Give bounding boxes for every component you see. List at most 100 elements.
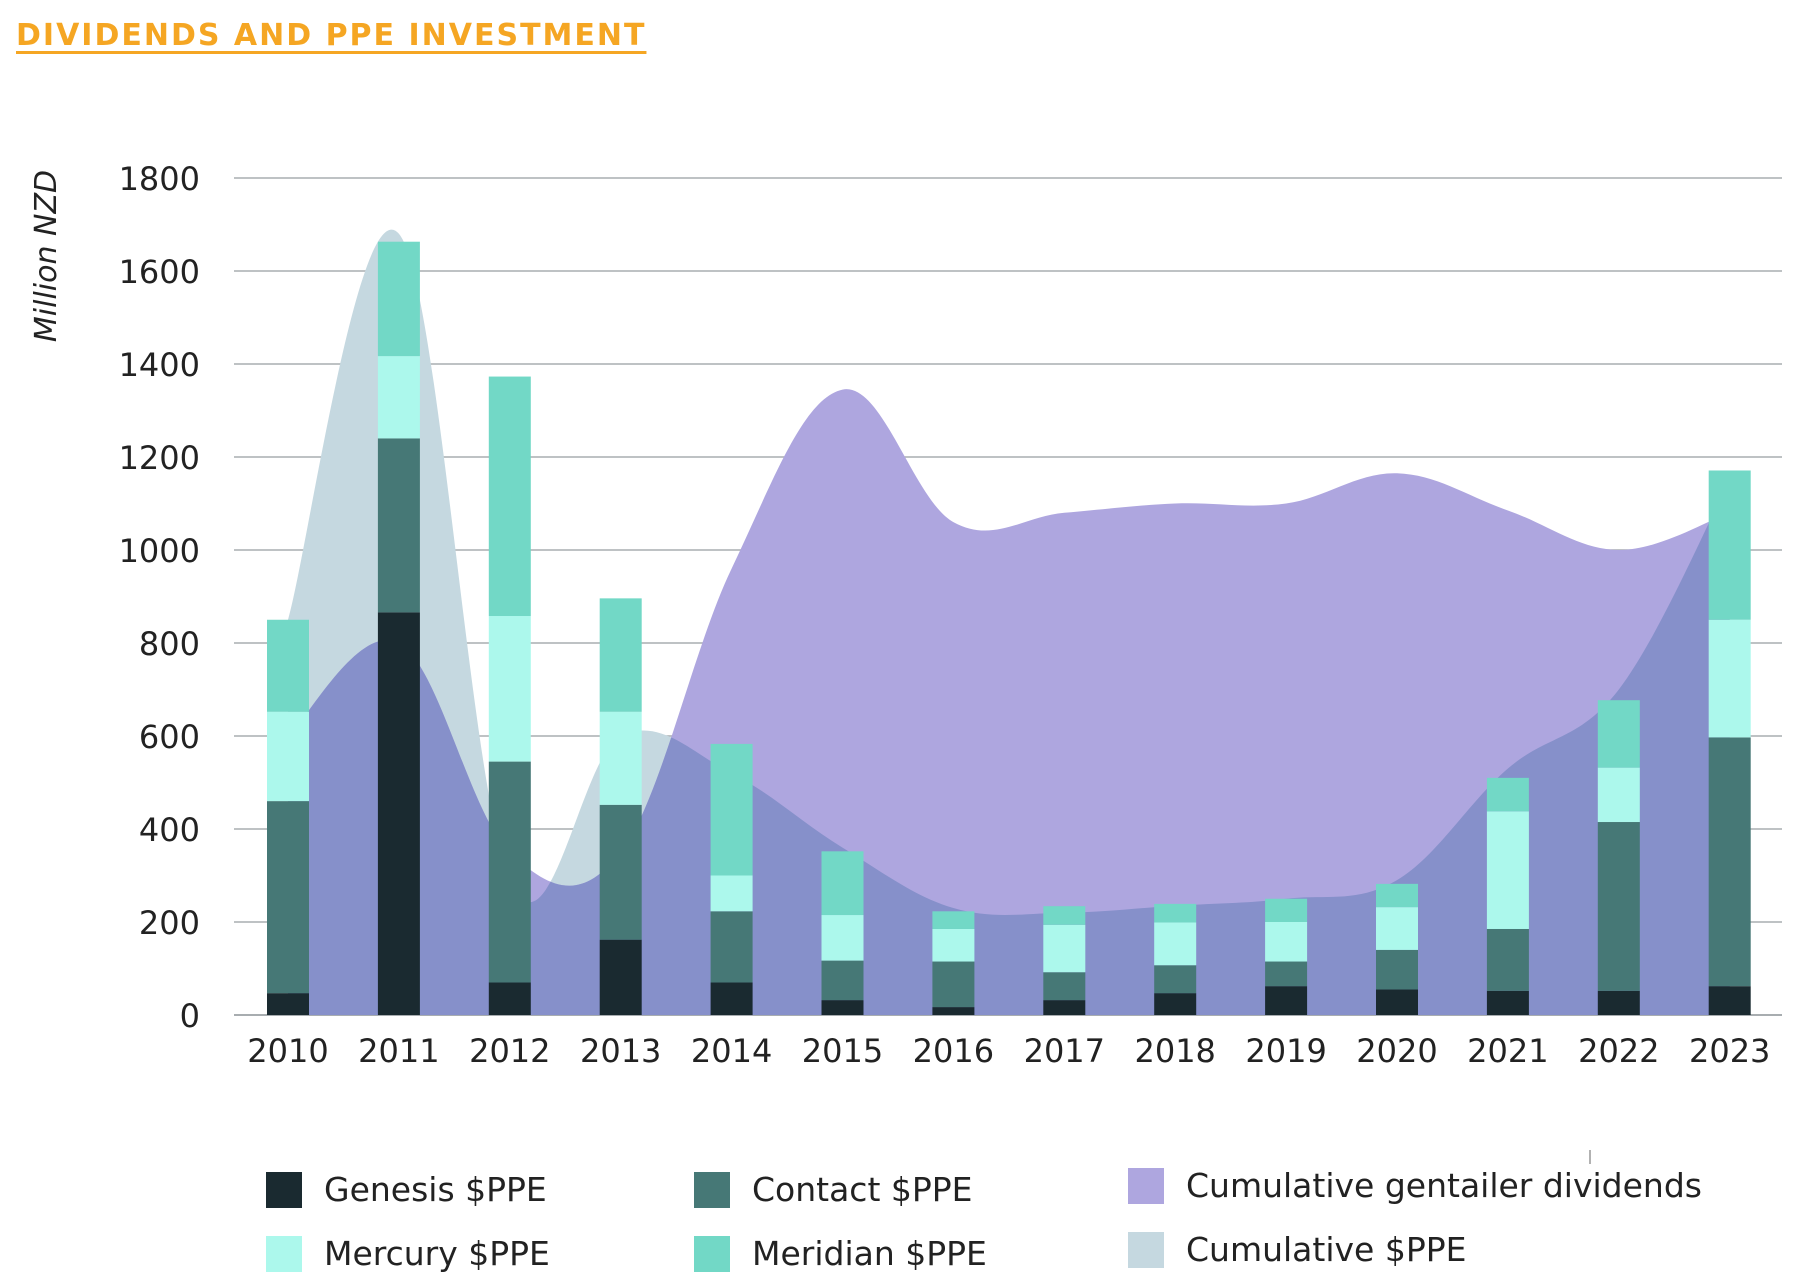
x-tick-label-2017: 2017 — [1024, 1032, 1105, 1070]
bar-contact-2016 — [932, 961, 975, 1008]
x-tick-label-2020: 2020 — [1356, 1032, 1437, 1070]
bar-genesis-2011 — [377, 612, 420, 1015]
bar-mercury-2010 — [267, 711, 309, 802]
bar-contact-2015 — [821, 960, 864, 1001]
legend-item-cumulative-ppe[interactable]: Cumulative $PPE — [1128, 1230, 1466, 1269]
bar-contact-2010 — [267, 801, 309, 994]
x-tick-label-2010: 2010 — [247, 1032, 328, 1070]
bar-contact-2021 — [1486, 928, 1529, 991]
bar-mercury-2014 — [710, 875, 753, 912]
bar-mercury-2021 — [1486, 811, 1529, 929]
legend-item-dividends[interactable]: Cumulative gentailer dividends — [1128, 1166, 1702, 1205]
legend-swatch-genesis — [266, 1171, 302, 1208]
bar-genesis-2015 — [821, 1000, 864, 1015]
legend-swatch-meridian — [694, 1235, 730, 1272]
x-tick-label-2023: 2023 — [1689, 1032, 1770, 1070]
bar-mercury-2016 — [932, 928, 975, 962]
bar-meridian-2022 — [1597, 700, 1640, 768]
bar-meridian-2018 — [1154, 903, 1197, 923]
bar-genesis-2022 — [1597, 990, 1640, 1015]
x-tick-label-2018: 2018 — [1134, 1032, 1215, 1070]
bar-mercury-2019 — [1265, 922, 1308, 962]
bar-genesis-2023 — [1708, 986, 1751, 1015]
bar-contact-2022 — [1597, 822, 1640, 991]
chart-title: DIVIDENDS AND PPE INVESTMENT — [16, 18, 647, 53]
bar-mercury-2012 — [488, 616, 531, 762]
x-tick-label-2014: 2014 — [691, 1032, 772, 1070]
legend-label-meridian: Meridian $PPE — [752, 1234, 987, 1273]
bar-contact-2012 — [488, 761, 531, 983]
legend-swatch-cumulative-ppe — [1128, 1231, 1164, 1268]
x-tick-label-2016: 2016 — [913, 1032, 994, 1070]
bar-contact-2018 — [1154, 965, 1197, 994]
y-tick-label-1400: 1400 — [119, 346, 200, 384]
y-tick-label-1200: 1200 — [119, 439, 200, 477]
x-tick-label-2012: 2012 — [469, 1032, 550, 1070]
bar-meridian-2019 — [1265, 898, 1308, 922]
y-tick-label-0: 0 — [180, 997, 200, 1035]
y-tick-label-1000: 1000 — [119, 532, 200, 570]
x-tick-label-2022: 2022 — [1578, 1032, 1659, 1070]
bar-genesis-2020 — [1376, 989, 1418, 1015]
legend-swatch-mercury — [266, 1235, 302, 1272]
y-axis-label: Million NZD — [29, 170, 64, 342]
bar-mercury-2013 — [599, 711, 642, 805]
legend-item-contact[interactable]: Contact $PPE — [694, 1170, 973, 1209]
bar-mercury-2023 — [1708, 619, 1751, 738]
bar-contact-2011 — [377, 438, 420, 613]
y-tick-label-1800: 1800 — [119, 160, 200, 198]
legend-swatch-contact — [694, 1171, 730, 1208]
bar-meridian-2015 — [821, 851, 864, 916]
bar-meridian-2010 — [267, 619, 309, 712]
bar-mercury-2020 — [1376, 907, 1418, 950]
bar-mercury-2015 — [821, 915, 864, 961]
bar-meridian-2021 — [1486, 777, 1529, 812]
x-tick-label-2013: 2013 — [580, 1032, 661, 1070]
x-tick-label-2021: 2021 — [1467, 1032, 1548, 1070]
legend-label-genesis: Genesis $PPE — [324, 1170, 547, 1209]
x-tick-label-2011: 2011 — [358, 1032, 439, 1070]
bar-genesis-2013 — [599, 939, 642, 1015]
legend-item-genesis[interactable]: Genesis $PPE — [266, 1170, 547, 1209]
bar-meridian-2023 — [1708, 470, 1751, 620]
y-tick-label-600: 600 — [139, 718, 200, 756]
legend-label-cumulative-ppe: Cumulative $PPE — [1186, 1230, 1467, 1269]
bar-genesis-2012 — [488, 982, 531, 1015]
legend-label-dividends: Cumulative gentailer dividends — [1186, 1166, 1702, 1205]
legend-swatch-dividends — [1128, 1167, 1164, 1204]
y-tick-label-400: 400 — [139, 811, 200, 849]
bar-contact-2013 — [599, 804, 642, 940]
y-tick-label-800: 800 — [139, 625, 200, 663]
legend-label-contact: Contact $PPE — [752, 1170, 973, 1209]
bar-genesis-2019 — [1265, 986, 1308, 1015]
bar-mercury-2011 — [377, 356, 420, 439]
bar-contact-2023 — [1708, 737, 1751, 987]
bar-genesis-2016 — [932, 1007, 975, 1015]
bar-genesis-2017 — [1043, 1000, 1086, 1015]
bar-meridian-2016 — [932, 911, 975, 929]
x-tick-label-2015: 2015 — [802, 1032, 883, 1070]
bar-meridian-2013 — [599, 598, 642, 712]
bar-meridian-2020 — [1376, 883, 1418, 908]
bar-meridian-2011 — [377, 241, 420, 357]
bar-meridian-2017 — [1043, 906, 1086, 925]
x-tick-label-2019: 2019 — [1245, 1032, 1326, 1070]
bar-genesis-2021 — [1486, 990, 1529, 1015]
bar-contact-2019 — [1265, 961, 1308, 987]
bar-meridian-2012 — [488, 376, 531, 617]
y-tick-label-1600: 1600 — [119, 253, 200, 291]
bar-contact-2017 — [1043, 972, 1086, 1001]
y-tick-label-200: 200 — [139, 904, 200, 942]
bar-mercury-2017 — [1043, 924, 1086, 973]
bar-genesis-2014 — [710, 982, 753, 1015]
bar-mercury-2022 — [1597, 767, 1640, 823]
legend-item-meridian[interactable]: Meridian $PPE — [694, 1234, 987, 1273]
legend-item-mercury[interactable]: Mercury $PPE — [266, 1234, 550, 1273]
bar-genesis-2010 — [267, 993, 309, 1015]
bar-contact-2014 — [710, 911, 753, 983]
bar-contact-2020 — [1376, 949, 1418, 990]
bar-meridian-2014 — [710, 743, 753, 876]
legend-label-mercury: Mercury $PPE — [324, 1234, 550, 1273]
